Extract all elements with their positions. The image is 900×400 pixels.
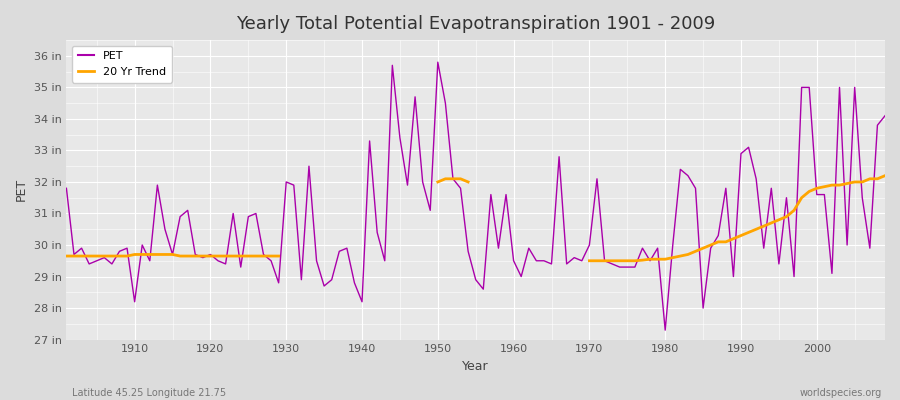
X-axis label: Year: Year (463, 360, 489, 373)
Legend: PET, 20 Yr Trend: PET, 20 Yr Trend (72, 46, 172, 82)
Text: worldspecies.org: worldspecies.org (800, 388, 882, 398)
Y-axis label: PET: PET (15, 178, 28, 202)
Title: Yearly Total Potential Evapotranspiration 1901 - 2009: Yearly Total Potential Evapotranspiratio… (236, 15, 716, 33)
Text: Latitude 45.25 Longitude 21.75: Latitude 45.25 Longitude 21.75 (72, 388, 226, 398)
